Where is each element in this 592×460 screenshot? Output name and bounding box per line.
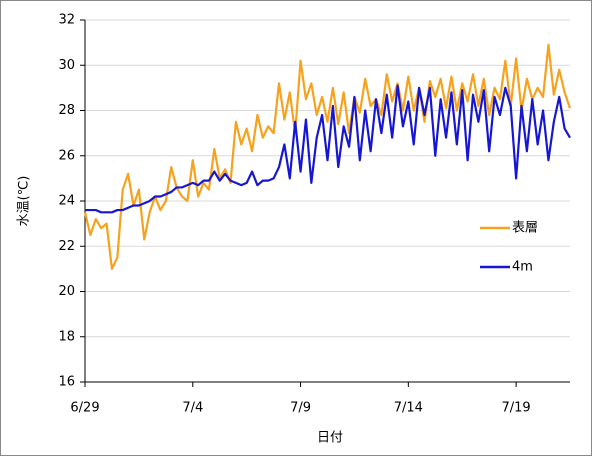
series-line — [83, 43, 572, 270]
x-tick-label: 7/9 — [290, 401, 311, 416]
y-tick-label: 22 — [58, 239, 75, 254]
series-line — [85, 84, 571, 214]
legend-label: 4m — [512, 260, 533, 275]
y-tick-label: 16 — [58, 375, 75, 390]
y-tick-label: 26 — [58, 148, 75, 163]
y-tick-label: 30 — [58, 58, 75, 73]
x-tick-label: 6/29 — [70, 401, 99, 416]
legend-label: 表層 — [512, 221, 538, 236]
x-tick-label: 7/14 — [394, 401, 423, 416]
y-tick-label: 20 — [58, 284, 75, 299]
y-axis-label: 水温(℃) — [17, 176, 32, 227]
x-tick-label: 7/19 — [502, 401, 531, 416]
x-axis-label: 日付 — [317, 431, 343, 446]
y-tick-label: 28 — [58, 103, 75, 118]
y-tick-label: 24 — [58, 194, 75, 209]
y-tick-label: 32 — [58, 13, 75, 28]
x-tick-label: 7/4 — [182, 401, 203, 416]
y-tick-label: 18 — [58, 329, 75, 344]
